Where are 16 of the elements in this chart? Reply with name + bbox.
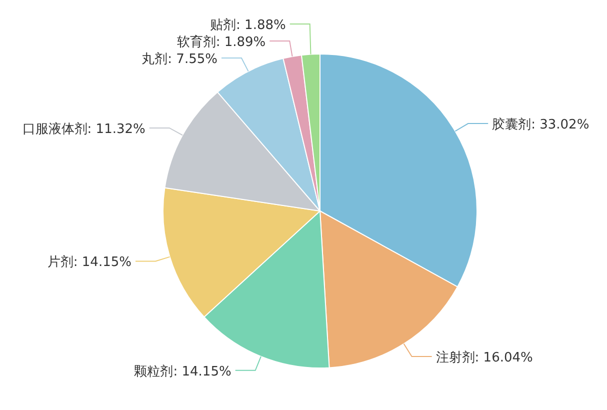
- slice-label: 软育剂: [176, 34, 216, 50]
- data-label: : 14.15%: [73, 255, 132, 270]
- slice-label: 口服液体剂: [22, 120, 88, 137]
- data-label: : 7.55%: [168, 52, 218, 67]
- slice-label: 胶囊剂: [492, 116, 532, 133]
- data-label: : 1.89%: [216, 34, 266, 50]
- data-label: : 16.04%: [474, 350, 533, 366]
- data-label: : 11.32%: [87, 122, 146, 137]
- data-label: : 14.15%: [173, 364, 232, 380]
- slice-label: 片剂: [47, 254, 74, 270]
- slice-label: 丸剂: [142, 50, 168, 67]
- slice-label: 注射剂: [436, 349, 475, 366]
- slice-label: 贴剂: [210, 16, 236, 33]
- slice-label: 颗粒剂: [134, 363, 174, 380]
- data-label: : 1.88%: [236, 18, 286, 33]
- data-label: : 33.02%: [531, 118, 590, 133]
